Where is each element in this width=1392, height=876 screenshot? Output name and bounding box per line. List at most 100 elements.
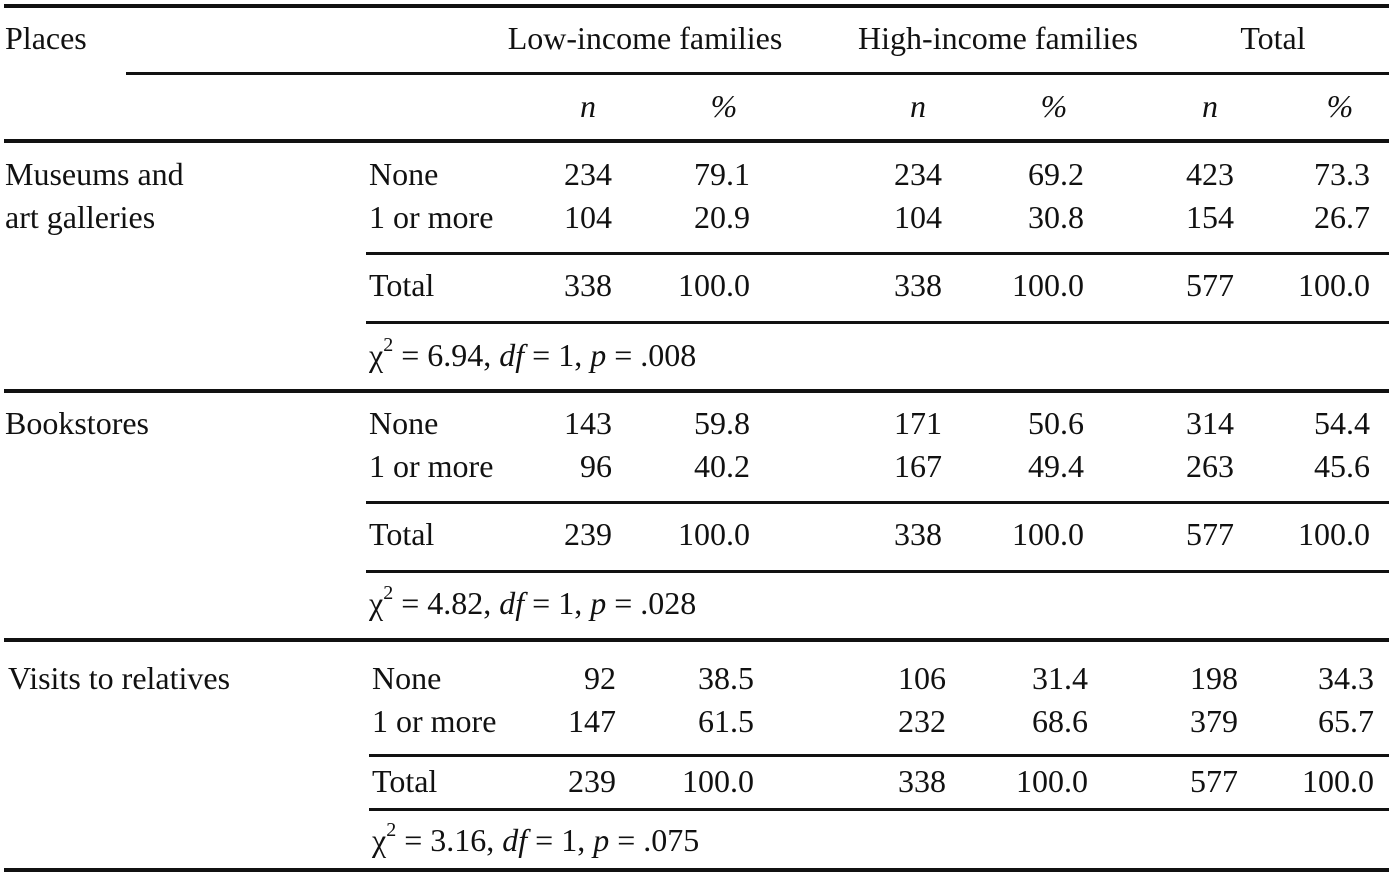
chi-value: 4.82: [427, 585, 484, 621]
low-n-cell: 143: [564, 405, 612, 441]
low-pct-header: %: [710, 88, 738, 124]
low-pct-cell: 20.9: [694, 199, 750, 235]
high-n-total: 338: [894, 267, 942, 303]
stats-rule: [366, 570, 1389, 573]
total-pct-cell: 65.7: [1318, 703, 1374, 739]
low-n-cell: 234: [564, 156, 612, 192]
low-pct-cell: 38.5: [698, 660, 754, 696]
section-rule: [4, 389, 1389, 393]
high-pct-cell: 50.6: [1028, 405, 1084, 441]
low-n-cell: 96: [580, 448, 612, 484]
high-pct-total: 100.0: [1012, 516, 1084, 552]
df-value: 1: [558, 337, 575, 373]
low-n-total: 338: [564, 267, 612, 303]
low-n-cell: 104: [564, 199, 612, 235]
subtotal-rule: [366, 501, 1389, 504]
high-pct-cell: 30.8: [1028, 199, 1084, 235]
low-n-cell: 92: [584, 660, 616, 696]
total-n-cell: 263: [1186, 448, 1234, 484]
total-row-label: Total: [369, 516, 435, 552]
p-value: .028: [640, 585, 697, 621]
place-name-line2: art galleries: [5, 199, 156, 235]
row-label: None: [369, 156, 439, 192]
bottom-rule: [4, 868, 1389, 872]
low-n-total: 239: [568, 763, 616, 799]
chi-square-statistic: χ2 = 4.82, df = 1, p = .028: [369, 582, 697, 621]
low-pct-cell: 59.8: [694, 405, 750, 441]
high-n-header: n: [910, 88, 926, 124]
low-income-header: Low-income families: [507, 20, 783, 56]
total-row-label: Total: [372, 763, 438, 799]
total-pct-cell: 54.4: [1314, 405, 1370, 441]
low-pct-cell: 79.1: [694, 156, 750, 192]
high-n-cell: 234: [894, 156, 942, 192]
stats-rule: [366, 321, 1389, 324]
p-value: .008: [640, 337, 697, 373]
total-n-cell: 314: [1186, 405, 1234, 441]
low-pct-total: 100.0: [682, 763, 754, 799]
place-name: Visits to relatives: [8, 660, 231, 696]
low-pct-cell: 61.5: [698, 703, 754, 739]
subtotal-rule: [366, 252, 1389, 255]
section-rule: [4, 638, 1389, 642]
chi-value: 6.94: [427, 337, 484, 373]
high-pct-cell: 68.6: [1032, 703, 1088, 739]
low-n-total: 239: [564, 516, 612, 552]
high-n-cell: 104: [894, 199, 942, 235]
total-n-cell: 423: [1186, 156, 1234, 192]
p-value: .075: [643, 822, 700, 858]
df-value: 1: [558, 585, 575, 621]
top-rule: [4, 4, 1389, 8]
place-name: Bookstores: [5, 405, 149, 441]
total-pct-header: %: [1326, 88, 1354, 124]
row-label: 1 or more: [369, 199, 494, 235]
header-bottom-rule: [4, 139, 1389, 143]
places-header: Places: [5, 20, 87, 56]
total-n-total: 577: [1186, 267, 1234, 303]
high-pct-cell: 31.4: [1032, 660, 1088, 696]
total-n-cell: 154: [1186, 199, 1234, 235]
header-sub-rule: [126, 72, 1389, 75]
low-pct-cell: 40.2: [694, 448, 750, 484]
total-n-cell: 198: [1190, 660, 1238, 696]
total-row-label: Total: [369, 267, 435, 303]
total-pct-total: 100.0: [1298, 516, 1370, 552]
total-n-total: 577: [1186, 516, 1234, 552]
high-pct-total: 100.0: [1016, 763, 1088, 799]
low-pct-total: 100.0: [678, 516, 750, 552]
low-n-header: n: [580, 88, 596, 124]
chi-square-statistic: χ2 = 6.94, df = 1, p = .008: [369, 334, 697, 373]
low-pct-total: 100.0: [678, 267, 750, 303]
high-n-total: 338: [894, 516, 942, 552]
row-label: 1 or more: [372, 703, 497, 739]
total-pct-cell: 73.3: [1314, 156, 1370, 192]
low-n-cell: 147: [568, 703, 616, 739]
total-n-header: n: [1202, 88, 1218, 124]
stats-rule: [369, 808, 1389, 811]
subtotal-rule: [369, 754, 1389, 757]
high-n-total: 338: [898, 763, 946, 799]
total-n-total: 577: [1190, 763, 1238, 799]
df-value: 1: [561, 822, 578, 858]
high-n-cell: 171: [894, 405, 942, 441]
high-n-cell: 106: [898, 660, 946, 696]
high-pct-total: 100.0: [1012, 267, 1084, 303]
high-n-cell: 232: [898, 703, 946, 739]
chi-value: 3.16: [430, 822, 487, 858]
high-n-cell: 167: [894, 448, 942, 484]
row-label: None: [372, 660, 442, 696]
total-pct-total: 100.0: [1302, 763, 1374, 799]
chi-square-statistic: χ2 = 3.16, df = 1, p = .075: [372, 819, 700, 858]
high-pct-header: %: [1040, 88, 1068, 124]
total-pct-cell: 34.3: [1318, 660, 1374, 696]
high-income-header: High-income families: [858, 20, 1138, 56]
total-pct-cell: 45.6: [1314, 448, 1370, 484]
row-label: None: [369, 405, 439, 441]
total-pct-cell: 26.7: [1314, 199, 1370, 235]
total-pct-total: 100.0: [1298, 267, 1370, 303]
row-label: 1 or more: [369, 448, 494, 484]
total-header: Total: [1240, 20, 1306, 56]
high-pct-cell: 69.2: [1028, 156, 1084, 192]
place-name: Museums and: [5, 156, 184, 192]
high-pct-cell: 49.4: [1028, 448, 1084, 484]
